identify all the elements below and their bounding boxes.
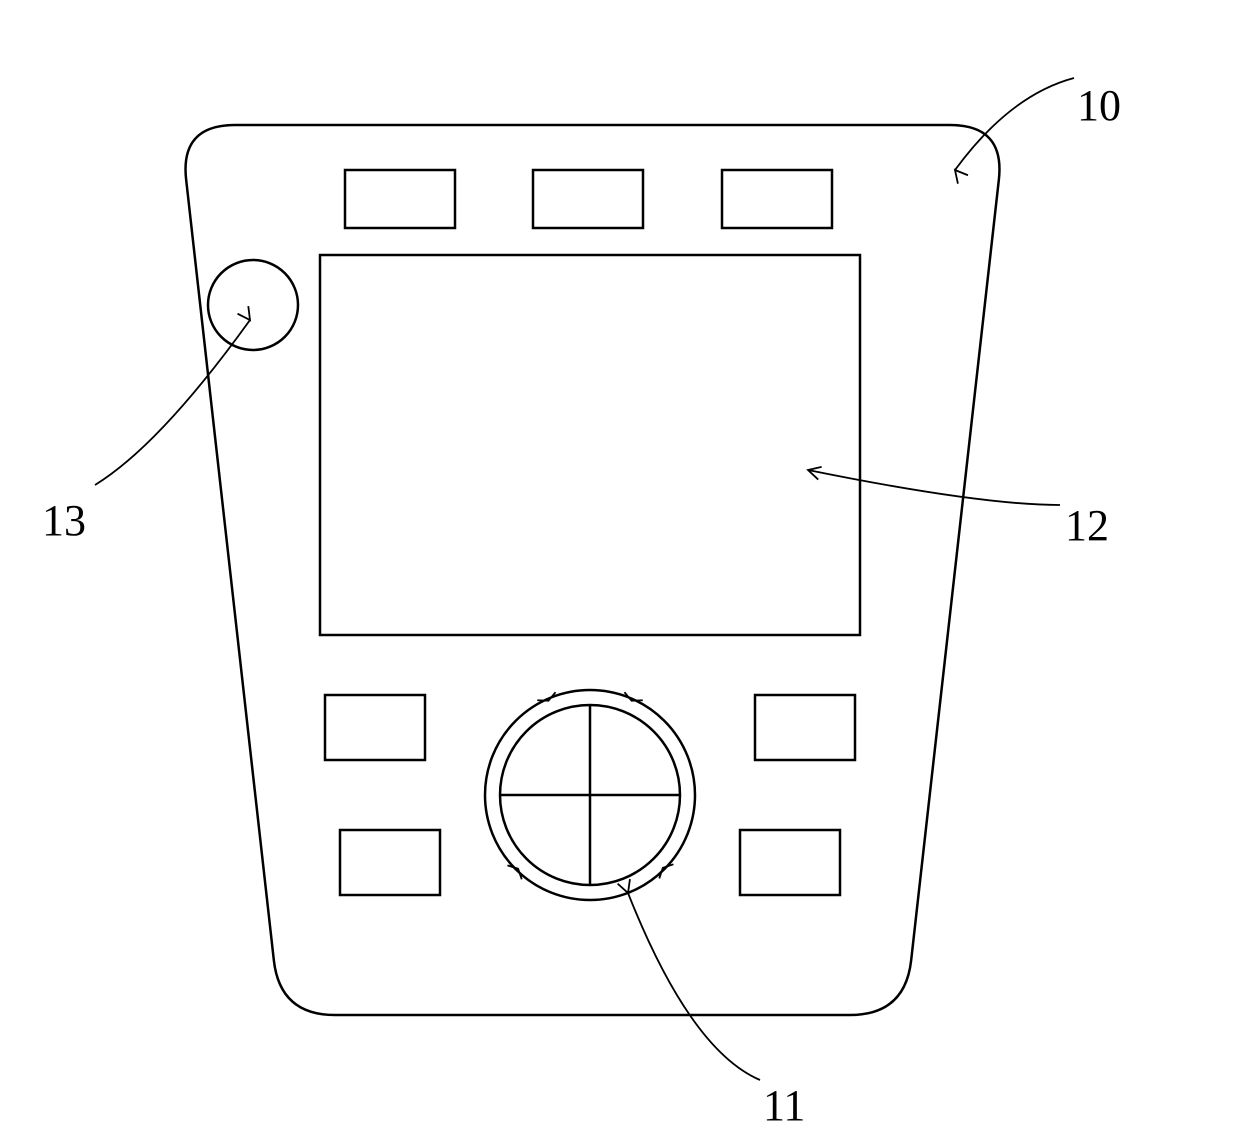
- callout-leader: [628, 893, 760, 1080]
- top-button: [722, 170, 832, 228]
- callout-leader: [808, 470, 1060, 505]
- round-button: [208, 260, 298, 350]
- callout-label: 11: [763, 1080, 805, 1131]
- bottom-button: [325, 695, 425, 760]
- device-body: [186, 125, 1000, 1015]
- callout-label: 12: [1065, 500, 1109, 551]
- bottom-button: [340, 830, 440, 895]
- callout-leader: [95, 320, 250, 485]
- screen-rect: [320, 255, 860, 635]
- callout-leader: [955, 78, 1074, 170]
- top-button: [345, 170, 455, 228]
- callout-label: 10: [1077, 80, 1121, 131]
- top-button: [533, 170, 643, 228]
- technical-diagram: [0, 0, 1240, 1134]
- bottom-button: [740, 830, 840, 895]
- bottom-button: [755, 695, 855, 760]
- callout-label: 13: [42, 495, 86, 546]
